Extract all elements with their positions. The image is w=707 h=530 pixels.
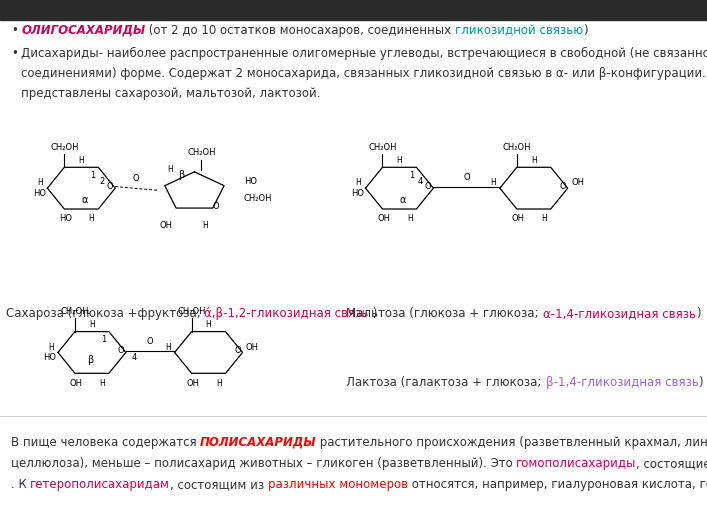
Text: Мальтоза (глюкоза + глюкоза;: Мальтоза (глюкоза + глюкоза; [346, 307, 543, 321]
Text: Лактоза (галактоза + глюкоза;: Лактоза (галактоза + глюкоза; [346, 376, 546, 390]
Text: 1: 1 [101, 335, 107, 344]
Text: гомополисахариды: гомополисахариды [516, 457, 636, 470]
Text: (от 2 до 10 остатков моносахаров, соединенных: (от 2 до 10 остатков моносахаров, соедин… [146, 24, 455, 37]
Text: относятся, например, гиалуроновая кислота, гепарин.: относятся, например, гиалуроновая кислот… [408, 478, 707, 491]
Text: CH₂OH: CH₂OH [503, 143, 531, 152]
Text: CH₂OH: CH₂OH [61, 307, 89, 316]
Text: β: β [179, 170, 185, 180]
Text: растительного происхождения (разветвленный крахмал, линейная: растительного происхождения (разветвленн… [317, 436, 707, 449]
Text: , состоящие из остатков: , состоящие из остатков [636, 457, 707, 470]
Text: HO: HO [59, 214, 72, 223]
Text: OH: OH [246, 343, 259, 351]
Text: H: H [99, 378, 105, 387]
Text: гетерополисахаридам: гетерополисахаридам [30, 478, 170, 491]
Text: α: α [81, 195, 88, 205]
Text: O: O [425, 182, 431, 190]
Text: H: H [202, 221, 208, 230]
Text: H: H [490, 179, 496, 187]
Text: H: H [168, 165, 173, 174]
Text: H: H [356, 179, 361, 187]
Text: 2: 2 [99, 176, 105, 186]
Text: H: H [216, 378, 221, 387]
Text: различных мономеров: различных мономеров [268, 478, 408, 491]
Text: соединениями) форме. Содержат 2 моносахарида, связанных гликозидной связью в α- : соединениями) форме. Содержат 2 моносаха… [21, 67, 707, 80]
Text: CH₂OH: CH₂OH [50, 143, 78, 152]
Text: H: H [165, 343, 170, 351]
Text: H: H [206, 320, 211, 329]
Text: O: O [133, 174, 139, 183]
Text: O: O [463, 173, 470, 182]
Text: представлены сахарозой, мальтозой, лактозой.: представлены сахарозой, мальтозой, лакто… [21, 87, 321, 100]
Text: CH₂OH: CH₂OH [244, 194, 272, 202]
Text: OH: OH [512, 214, 525, 223]
Text: β-1,4-гликозидная связь: β-1,4-гликозидная связь [546, 376, 699, 390]
Text: •: • [11, 47, 18, 60]
Text: OH: OH [378, 214, 390, 223]
Text: 4: 4 [417, 176, 423, 186]
Text: ά,β-1,2-гликозидная связь: ά,β-1,2-гликозидная связь [204, 307, 368, 321]
Text: O: O [234, 346, 240, 355]
Text: 1: 1 [90, 171, 96, 180]
Text: •: • [11, 24, 18, 37]
Text: α: α [399, 195, 407, 205]
Text: HO: HO [351, 189, 364, 198]
Text: ): ) [583, 24, 588, 37]
Text: OH: OH [70, 378, 83, 387]
Bar [0, 0, 707, 20]
Text: , состоящим из: , состоящим из [170, 478, 268, 491]
Text: H: H [407, 214, 412, 223]
Text: O: O [559, 182, 566, 190]
Text: O: O [147, 338, 153, 346]
Text: ): ) [368, 307, 377, 321]
Text: Сахароза (глюкоза +фруктоза;: Сахароза (глюкоза +фруктоза; [6, 307, 204, 321]
Text: OH: OH [187, 378, 199, 387]
Text: OH: OH [571, 179, 584, 187]
Text: β: β [87, 356, 93, 365]
Text: CH₂OH: CH₂OH [368, 143, 397, 152]
Text: H: H [88, 214, 94, 223]
Text: ОЛИГОСАХАРИДЫ: ОЛИГОСАХАРИДЫ [21, 24, 146, 37]
Text: ): ) [699, 376, 703, 390]
Text: H: H [78, 156, 84, 165]
Text: . К: . К [11, 478, 30, 491]
Text: 4: 4 [132, 354, 137, 362]
Text: целлюлоза), меньше – полисахарид животных – гликоген (разветвленный). Это: целлюлоза), меньше – полисахарид животны… [11, 457, 516, 470]
Text: HO: HO [244, 177, 257, 186]
Text: CH₂OH: CH₂OH [177, 307, 206, 316]
Text: HO: HO [33, 189, 46, 198]
Text: CH₂OH: CH₂OH [187, 148, 216, 156]
Text: O: O [117, 346, 124, 355]
Text: гликозидной связью: гликозидной связью [455, 24, 583, 37]
Text: H: H [397, 156, 402, 165]
Text: O: O [107, 182, 113, 190]
Text: H: H [89, 320, 95, 329]
Text: O: O [212, 202, 219, 211]
Text: OH: OH [160, 221, 173, 230]
Text: 1: 1 [409, 171, 414, 180]
Text: В пище человека содержатся: В пище человека содержатся [11, 436, 200, 449]
Text: HO: HO [43, 354, 57, 362]
Text: α-1,4-гликозидная связь: α-1,4-гликозидная связь [543, 307, 696, 321]
Text: H: H [531, 156, 537, 165]
Text: ): ) [696, 307, 701, 321]
Text: H: H [37, 179, 43, 187]
Text: H: H [541, 214, 547, 223]
Text: ПОЛИСАХАРИДЫ: ПОЛИСАХАРИДЫ [200, 436, 317, 449]
Text: H: H [48, 343, 54, 351]
Text: Дисахариды- наиболее распространенные олигомерные углеводы, встречающиеся в своб: Дисахариды- наиболее распространенные ол… [21, 47, 707, 60]
